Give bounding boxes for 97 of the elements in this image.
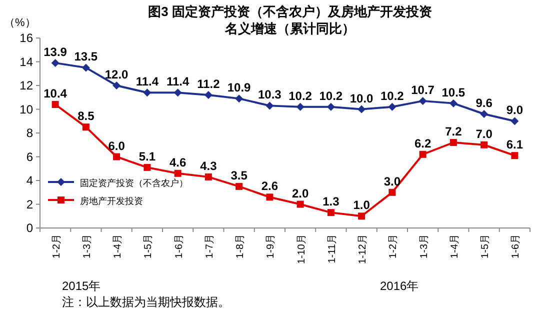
data-label: 6.2 xyxy=(414,136,432,150)
chart-title: 图3 固定资产投资（不含农户）及房地产开发投资 xyxy=(148,4,432,19)
data-label: 5.1 xyxy=(138,149,156,164)
data-label: 12.0 xyxy=(104,68,129,82)
data-label: 10.2 xyxy=(288,88,312,103)
y-tick-label: 4 xyxy=(26,174,34,188)
point xyxy=(204,173,212,180)
data-label: 4.6 xyxy=(169,155,186,170)
point xyxy=(236,182,243,190)
x-tick-label: 1-5月 xyxy=(480,234,492,258)
point xyxy=(51,58,60,67)
data-label: 10.9 xyxy=(227,80,252,95)
point xyxy=(358,212,366,220)
point xyxy=(296,102,304,111)
text: 注：以上数据为当期快报数据。 xyxy=(62,295,230,309)
point xyxy=(113,153,120,160)
chart-subtitle: 名义增速（累计同比） xyxy=(224,21,355,36)
data-label: 11.2 xyxy=(197,77,220,91)
x-tick-label: 1-3月 xyxy=(418,234,430,258)
data-label: 2.6 xyxy=(261,179,278,194)
x-tick-label: 1-2月 xyxy=(51,234,62,258)
point xyxy=(112,82,121,90)
x-tick-label: 1-4月 xyxy=(449,234,460,258)
point xyxy=(449,99,458,108)
point xyxy=(296,200,304,208)
y-axis-title: （%） xyxy=(4,17,36,29)
point xyxy=(82,124,90,131)
point xyxy=(266,102,274,110)
x-tick-label: 1-5月 xyxy=(143,234,154,258)
text: 2015年 xyxy=(62,279,101,293)
data-label: 6.1 xyxy=(506,138,524,152)
x-tick-label: 1-11月 xyxy=(326,234,338,264)
data-label: 3.0 xyxy=(384,174,401,188)
data-label: 10.2 xyxy=(380,88,404,103)
x-tick-label: 1-4月 xyxy=(112,234,124,258)
point xyxy=(143,88,152,97)
point xyxy=(174,170,182,177)
data-label: 9.0 xyxy=(506,103,524,118)
y-tick-label: 10 xyxy=(20,102,34,116)
data-label: 1.3 xyxy=(322,194,340,209)
y-tick-label: 6 xyxy=(26,150,34,164)
y-tick-label: 14 xyxy=(20,54,34,69)
data-label: 10.7 xyxy=(411,82,435,97)
data-label: 10.0 xyxy=(350,91,374,106)
point xyxy=(144,164,151,171)
data-label: 4.3 xyxy=(200,158,218,173)
legend-label: 固定资产投资（不含农户） xyxy=(80,178,188,188)
point xyxy=(511,152,518,160)
point xyxy=(358,105,366,114)
data-label: 11.4 xyxy=(136,74,159,89)
data-label: 1.0 xyxy=(353,198,370,212)
point xyxy=(52,101,59,108)
x-tick-label: 1-6月 xyxy=(510,234,522,258)
x-tick-label: 1-6月 xyxy=(174,234,185,258)
x-tick-label: 1-12月 xyxy=(358,234,369,264)
point xyxy=(82,64,90,72)
data-label: 7.2 xyxy=(445,124,462,138)
y-tick-label: 12 xyxy=(20,78,34,92)
point xyxy=(266,194,274,201)
y-tick-label: 0 xyxy=(26,221,34,235)
y-tick-label: 16 xyxy=(20,31,34,45)
point xyxy=(480,110,488,118)
point xyxy=(510,117,519,126)
x-tick-label: 1-7月 xyxy=(204,234,216,258)
data-label: 10.3 xyxy=(258,88,282,102)
point xyxy=(174,88,182,97)
text: 2016年 xyxy=(380,279,419,293)
x-tick-label: 1-3月 xyxy=(82,234,93,258)
data-label: 10.4 xyxy=(44,86,68,100)
legend-label: 房地产开发投资 xyxy=(80,196,143,206)
point xyxy=(235,94,244,103)
point xyxy=(204,91,212,99)
data-label: 6.0 xyxy=(108,138,126,153)
point xyxy=(388,188,396,196)
y-tick-label: 8 xyxy=(26,126,34,140)
data-label: 9.6 xyxy=(476,96,493,110)
data-label: 8.5 xyxy=(78,109,95,124)
point xyxy=(480,141,488,148)
data-label: 3.5 xyxy=(230,168,248,182)
data-label: 13.9 xyxy=(44,44,68,59)
data-label: 13.5 xyxy=(74,50,98,64)
point xyxy=(450,139,457,146)
data-label: 10.5 xyxy=(442,85,466,100)
point xyxy=(418,96,427,105)
x-tick-label: 1-8月 xyxy=(235,234,246,258)
data-label: 11.4 xyxy=(166,74,190,89)
data-label: 7.0 xyxy=(476,126,493,141)
y-tick-label: 2 xyxy=(26,197,34,212)
data-label: 2.0 xyxy=(292,186,309,200)
x-tick-label: 1-9月 xyxy=(266,234,277,258)
point xyxy=(419,150,426,158)
point xyxy=(326,102,335,111)
point xyxy=(388,102,396,111)
data-label: 10.2 xyxy=(319,88,343,103)
x-tick-label: 1-2月 xyxy=(388,234,400,258)
x-tick-label: 1-10月 xyxy=(296,234,308,264)
point xyxy=(327,209,334,216)
